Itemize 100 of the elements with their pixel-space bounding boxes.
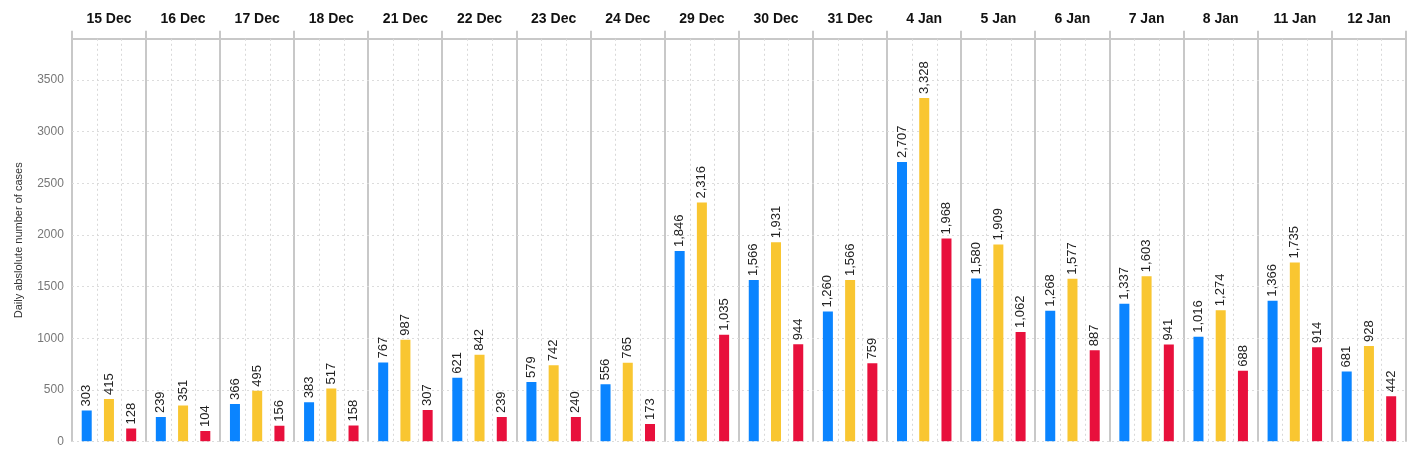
bar bbox=[1341, 371, 1352, 442]
bar bbox=[229, 403, 240, 442]
bar bbox=[1045, 310, 1056, 442]
bar bbox=[1237, 370, 1248, 442]
data-label: 688 bbox=[1234, 345, 1250, 367]
x-tick-label: 15 Dec bbox=[86, 10, 132, 27]
data-label: 351 bbox=[174, 379, 190, 402]
bar bbox=[1289, 262, 1300, 442]
data-label: 681 bbox=[1338, 345, 1354, 368]
bar bbox=[771, 242, 782, 442]
bar bbox=[400, 339, 411, 442]
data-label: 173 bbox=[641, 398, 657, 420]
data-label: 1,062 bbox=[1012, 295, 1028, 329]
bar bbox=[600, 384, 611, 442]
x-tick-label: 7 Jan bbox=[1128, 10, 1165, 27]
bar bbox=[1163, 344, 1174, 442]
bar bbox=[252, 390, 263, 442]
bar bbox=[378, 362, 389, 442]
x-tick-label: 31 Dec bbox=[827, 10, 873, 27]
bar bbox=[570, 417, 581, 442]
bar bbox=[897, 162, 908, 442]
data-label: 765 bbox=[619, 337, 635, 359]
bar bbox=[126, 428, 137, 442]
bar bbox=[81, 410, 92, 442]
bar bbox=[845, 279, 856, 442]
bar bbox=[941, 238, 952, 442]
bar bbox=[1119, 303, 1130, 442]
data-label: 3,328 bbox=[915, 61, 931, 94]
y-tick-label: 2500 bbox=[37, 175, 65, 190]
bar bbox=[1312, 347, 1323, 442]
x-tick-label: 24 Dec bbox=[605, 10, 651, 27]
x-tick-label: 4 Jan bbox=[906, 10, 943, 27]
data-label: 1,580 bbox=[967, 241, 983, 275]
x-tick-label: 8 Jan bbox=[1202, 10, 1239, 27]
bar bbox=[422, 410, 433, 442]
data-label: 1,735 bbox=[1286, 225, 1302, 259]
x-tick-label: 18 Dec bbox=[308, 10, 355, 27]
bar bbox=[326, 388, 337, 442]
bar bbox=[696, 202, 707, 442]
data-label: 2,707 bbox=[893, 125, 909, 159]
bar bbox=[622, 362, 633, 442]
y-tick-label: 3500 bbox=[37, 72, 65, 87]
data-label: 1,366 bbox=[1264, 264, 1280, 297]
data-label: 239 bbox=[152, 391, 168, 414]
data-label: 1,337 bbox=[1115, 267, 1131, 300]
data-label: 239 bbox=[493, 391, 509, 414]
data-label: 415 bbox=[100, 373, 116, 395]
data-label: 1,603 bbox=[1138, 239, 1154, 273]
bar bbox=[674, 251, 685, 442]
x-tick-label: 29 Dec bbox=[679, 10, 725, 27]
data-label: 941 bbox=[1160, 318, 1176, 341]
bar bbox=[103, 398, 114, 442]
bar bbox=[919, 97, 930, 442]
data-label: 914 bbox=[1308, 321, 1324, 344]
bar bbox=[1089, 350, 1100, 442]
bar bbox=[867, 363, 878, 442]
data-label: 1,268 bbox=[1041, 274, 1057, 307]
data-label: 307 bbox=[419, 384, 435, 407]
x-tick-label: 5 Jan bbox=[980, 10, 1017, 27]
x-tick-label: 6 Jan bbox=[1054, 10, 1091, 27]
data-label: 1,566 bbox=[841, 243, 857, 276]
data-label: 1,577 bbox=[1064, 242, 1080, 275]
data-label: 495 bbox=[248, 364, 264, 387]
bar bbox=[822, 311, 833, 442]
x-tick-label: 17 Dec bbox=[234, 10, 280, 27]
data-label: 579 bbox=[523, 356, 538, 378]
bar bbox=[1193, 336, 1204, 442]
data-label: 383 bbox=[300, 376, 316, 399]
data-label: 1,035 bbox=[715, 298, 731, 331]
data-label: 104 bbox=[196, 405, 212, 428]
data-label: 1,931 bbox=[767, 205, 783, 239]
bar bbox=[200, 431, 211, 442]
y-tick-label: 3000 bbox=[37, 124, 65, 139]
data-label: 1,846 bbox=[671, 214, 687, 248]
y-tick-label: 1000 bbox=[37, 330, 65, 345]
data-label: 767 bbox=[374, 336, 390, 359]
data-label: 240 bbox=[567, 391, 583, 413]
data-label: 842 bbox=[471, 329, 487, 351]
bar bbox=[1386, 396, 1397, 442]
bar bbox=[155, 417, 166, 442]
bar bbox=[748, 279, 759, 442]
x-tick-label: 22 Dec bbox=[456, 10, 503, 27]
data-label: 366 bbox=[226, 378, 242, 400]
y-tick-label: 500 bbox=[43, 382, 65, 397]
y-tick-label: 0 bbox=[57, 434, 65, 449]
bar bbox=[719, 334, 730, 442]
data-label: 987 bbox=[397, 314, 412, 336]
data-label: 156 bbox=[271, 399, 286, 422]
data-label: 2,316 bbox=[693, 165, 709, 199]
data-label: 1,260 bbox=[819, 275, 835, 308]
data-label: 928 bbox=[1360, 320, 1376, 342]
x-tick-label: 23 Dec bbox=[531, 10, 577, 27]
bar bbox=[1363, 345, 1374, 442]
data-label: 621 bbox=[448, 351, 464, 374]
bar bbox=[971, 278, 982, 442]
y-axis-title: Daily abslolute number of cases bbox=[11, 161, 24, 319]
x-tick-label: 16 Dec bbox=[160, 10, 206, 27]
x-tick-label: 12 Jan bbox=[1347, 10, 1391, 27]
bar bbox=[452, 377, 463, 442]
bar bbox=[304, 402, 315, 442]
